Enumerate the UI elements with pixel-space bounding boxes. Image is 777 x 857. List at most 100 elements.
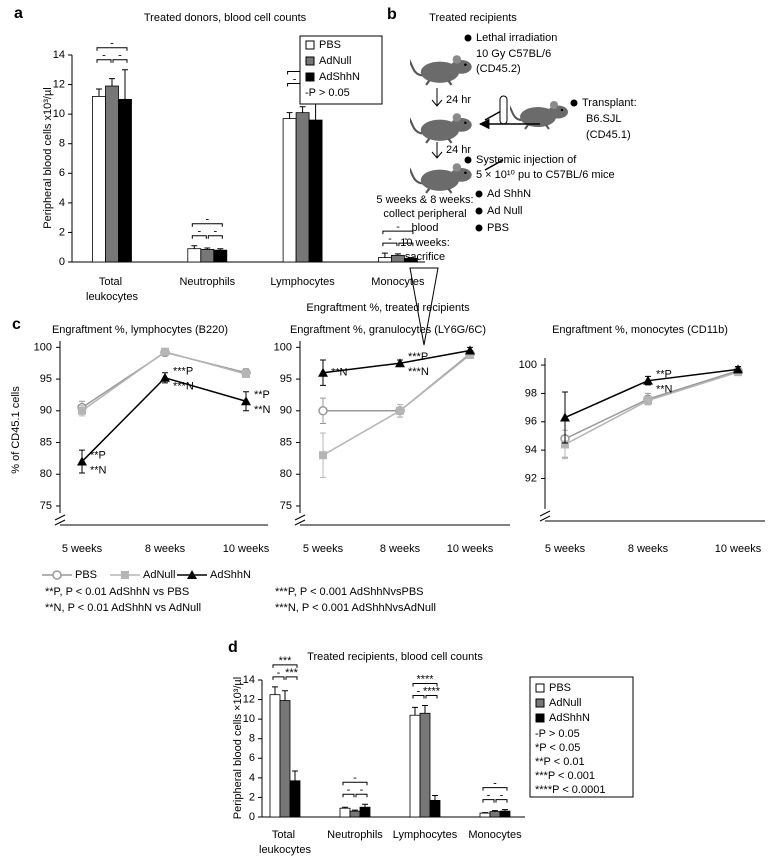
bullet [475, 207, 483, 215]
x-tick-label: Neutrophils [327, 829, 383, 841]
significance-label: **** [423, 685, 441, 697]
donor-mouse-icon [510, 100, 569, 130]
x-tick-label: Lymphocytes [270, 276, 335, 288]
bar [213, 249, 228, 263]
legend-swatch [535, 698, 545, 708]
significance-annotation: **N [331, 367, 348, 379]
panel-label: c [12, 316, 21, 333]
step-text: 5 × 10¹⁰ pu to C57BL/6 mice [476, 169, 615, 181]
significance-annotation: **P [90, 449, 106, 461]
chart-title: Treated donors, blood cell counts [144, 12, 307, 24]
y-tick-label: 94 [525, 444, 537, 456]
y-tick-label: 75 [40, 500, 52, 512]
legend-note: ***N, P < 0.001 AdShhNvsAdNull [275, 602, 436, 614]
error-bar [362, 803, 368, 808]
x-tick-label: Neutrophils [179, 276, 235, 288]
significance-label: - [293, 73, 297, 85]
legend-label: AdShhN [210, 569, 251, 581]
legend-note: **P, P < 0.01 AdShhN vs PBS [45, 586, 189, 598]
panel-label: b [387, 6, 397, 23]
legend-note: -P > 0.05 [305, 87, 350, 99]
error-bar [394, 253, 401, 256]
y-tick-label: 90 [280, 405, 292, 417]
error-bar [502, 809, 508, 812]
significance-annotation: ***P [173, 366, 193, 378]
treatment: PBS [487, 222, 509, 234]
step-text: (CD45.2) [476, 63, 521, 75]
significance-bracket [482, 799, 495, 803]
y-tick-label: 8 [59, 138, 65, 150]
y-axis-label: % of CD45.1 cells [10, 386, 22, 474]
significance-label: - [347, 784, 351, 796]
legend-swatch [305, 56, 315, 66]
y-tick-label: 85 [40, 436, 52, 448]
diagram: b Treated recipients Lethal irradiation … [376, 6, 637, 346]
x-tick-label: 10 weeks [447, 543, 494, 555]
schedule-text: 5 weeks & 8 weeks: [376, 194, 473, 206]
significance-label: - [205, 214, 209, 226]
error-bar [272, 686, 278, 695]
chart-title: Treated recipients, blood cell counts [307, 651, 483, 663]
bar [479, 812, 491, 818]
bullet [475, 190, 483, 198]
y-tick-label: 14 [53, 49, 65, 61]
legend-label: PBS [549, 682, 571, 694]
significance-label: - [353, 772, 357, 784]
marker [643, 375, 653, 385]
significance-bracket [96, 59, 112, 63]
mouse-icon [410, 112, 473, 144]
schedule-text: collect peripheral [383, 208, 466, 220]
significance-bracket [425, 694, 438, 699]
marker [396, 406, 404, 415]
y-tick-label: 4 [249, 772, 255, 784]
error-bar [299, 106, 306, 113]
significance-bracket [191, 235, 207, 239]
marker [161, 347, 169, 356]
legend-swatch [305, 40, 315, 50]
bar [105, 85, 119, 263]
marker [78, 406, 86, 415]
bar [92, 96, 106, 263]
y-tick-label: 0 [59, 256, 65, 268]
x-tick-label: 5 weeks [62, 543, 103, 555]
significance-annotation: **N [90, 464, 107, 476]
legend-marker [52, 570, 62, 580]
error-bar [109, 78, 115, 87]
series-line [323, 353, 471, 412]
y-tick-label: 85 [280, 436, 292, 448]
bar [308, 119, 323, 263]
y-tick-label: 100 [274, 341, 292, 353]
error-bar [191, 245, 198, 249]
y-tick-label: 10 [243, 713, 255, 725]
legend-label: AdNull [549, 697, 581, 709]
y-tick-label: 98 [525, 387, 537, 399]
significance-label: - [493, 778, 497, 790]
y-tick-label: 4 [59, 197, 65, 209]
y-tick-label: 96 [525, 416, 537, 428]
timeline-arrow [409, 267, 439, 346]
y-tick-label: 80 [280, 468, 292, 480]
significance-label: - [404, 233, 408, 245]
error-bar [286, 112, 293, 119]
bar [419, 712, 431, 818]
x-tick-label: Lymphocytes [393, 829, 458, 841]
significance-bracket [398, 242, 414, 247]
error-bar [492, 810, 498, 812]
y-tick-label: 2 [249, 791, 255, 803]
significance-annotation: **P [254, 389, 270, 401]
bullet [464, 156, 472, 164]
y-tick-label: 75 [280, 500, 292, 512]
significance-bracket [495, 799, 508, 803]
legend-note: -P > 0.05 [535, 728, 580, 740]
legend-note: **N, P < 0.01 AdShhN vs AdNull [45, 602, 201, 614]
bar [349, 810, 361, 818]
significance-bracket [285, 676, 298, 680]
bar [489, 811, 501, 818]
treatment: Ad Null [487, 205, 522, 217]
error-bar [204, 247, 211, 250]
subplot-title: Engraftment %, lymphocytes (B220) [52, 324, 228, 336]
bar [295, 112, 310, 263]
significance-annotation: ***N [408, 366, 429, 378]
significance-label: - [396, 221, 400, 233]
